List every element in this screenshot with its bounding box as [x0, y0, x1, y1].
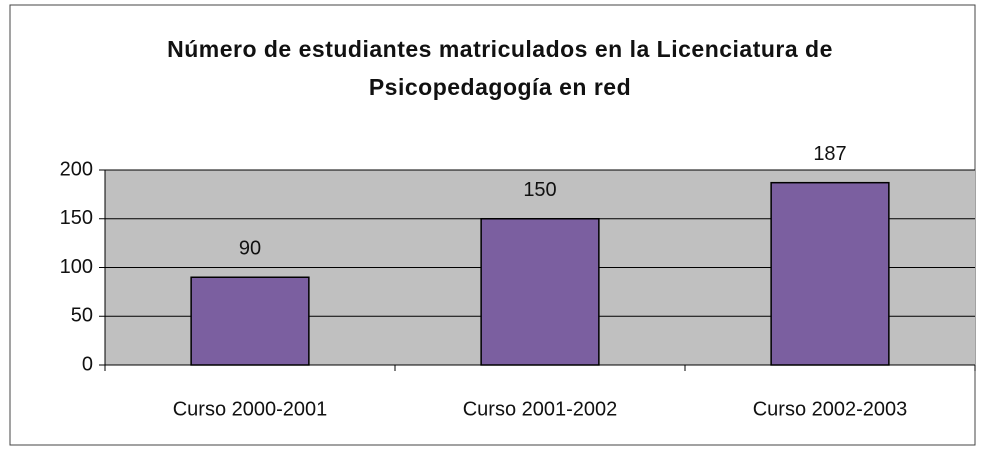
chart-title: Número de estudiantes matriculados en la… — [167, 36, 833, 100]
x-tick-label: Curso 2000-2001 — [173, 398, 328, 420]
x-tick-label: Curso 2001-2002 — [463, 398, 618, 420]
bar — [480, 218, 600, 366]
y-tick-label: 150 — [60, 207, 93, 229]
value-label: 150 — [523, 179, 556, 201]
y-tick-label: 50 — [71, 305, 93, 327]
bar — [770, 181, 890, 366]
y-tick-label: 0 — [82, 353, 93, 375]
x-tick-label: Curso 2002-2003 — [753, 398, 908, 420]
bar — [190, 276, 310, 366]
value-label: 187 — [813, 143, 846, 165]
y-tick-label: 200 — [60, 158, 93, 180]
value-label: 90 — [239, 238, 261, 260]
y-tick-label: 100 — [60, 256, 93, 278]
